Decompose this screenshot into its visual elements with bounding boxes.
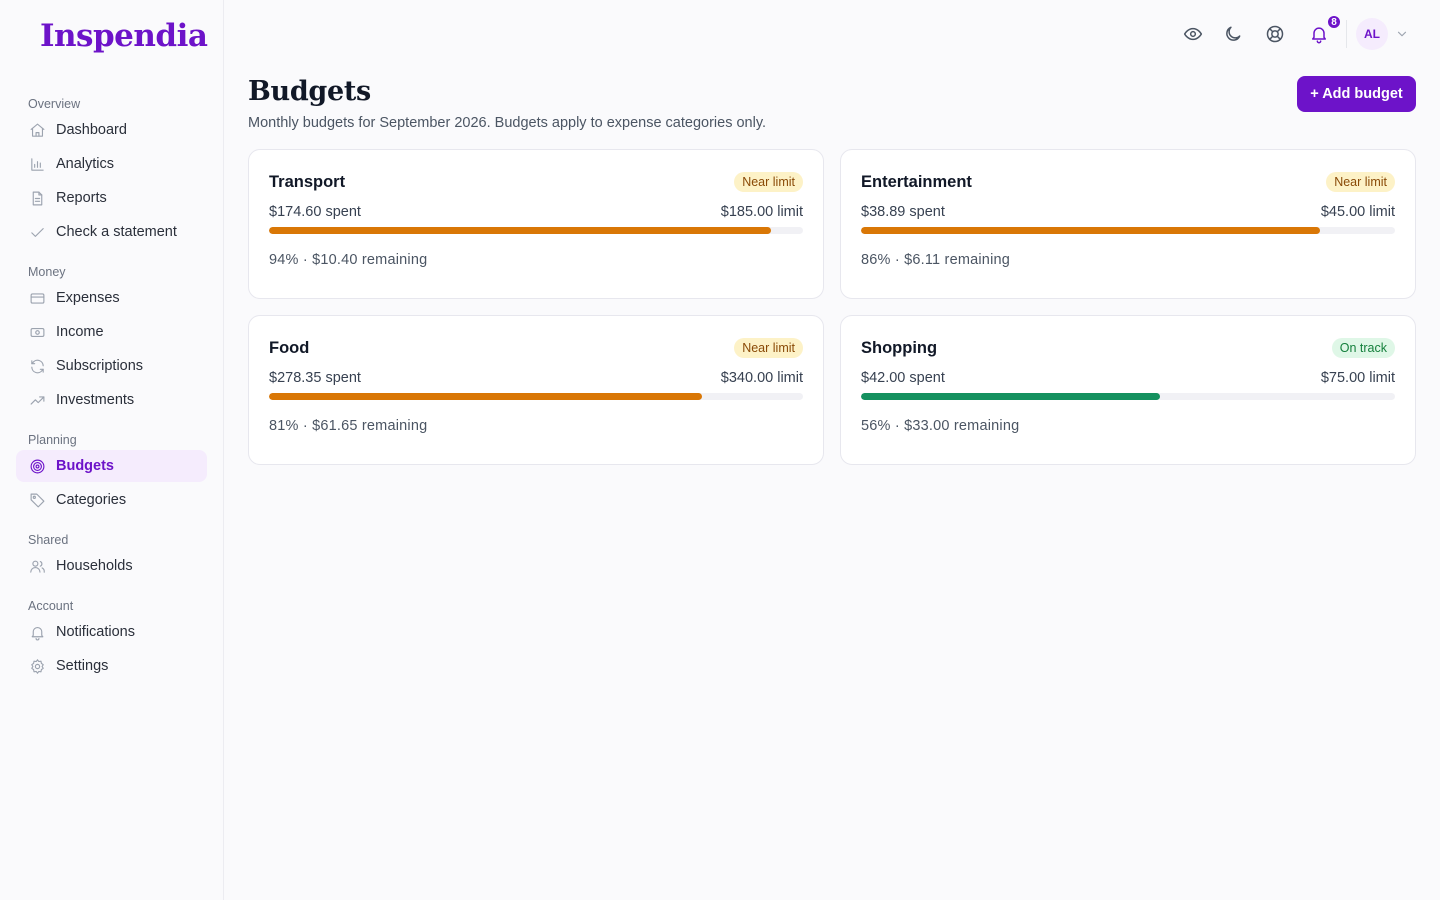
notifications-bell-icon[interactable]: 8	[1307, 14, 1342, 46]
sidebar-item-label: Budgets	[56, 458, 114, 474]
sidebar-item-households[interactable]: Households	[16, 550, 207, 582]
sidebar-section-label: Money	[28, 265, 66, 279]
sidebar-item-budgets[interactable]: Budgets	[16, 450, 207, 482]
progress-fill	[269, 227, 771, 234]
sidebar-item-check-a-statement[interactable]: Check a statement	[16, 216, 207, 248]
status-badge: On track	[1331, 338, 1395, 358]
status-badge: Near limit	[1326, 172, 1395, 192]
sidebar-item-subscriptions[interactable]: Subscriptions	[16, 350, 207, 382]
sidebar-item-label: Subscriptions	[56, 358, 144, 374]
status-badge: Near limit	[734, 172, 803, 192]
home-icon	[28, 121, 46, 139]
progress-track	[269, 393, 803, 400]
progress-track	[861, 227, 1395, 234]
budget-summary: 56% · $33.00 remaining	[861, 418, 1020, 434]
sidebar-section-overview: Overview Dashboard Analytics Reports Check a…	[16, 96, 207, 248]
trending-up-icon	[28, 391, 46, 409]
refresh-icon	[28, 357, 46, 375]
topbar-divider	[1346, 20, 1347, 48]
budget-name: Entertainment	[861, 173, 972, 191]
sidebar-item-label: Investments	[56, 392, 135, 408]
budget-card-transport[interactable]: Transport Near limit $174.60 spent $185.00 …	[248, 149, 824, 299]
sidebar-item-label: Income	[56, 324, 104, 340]
help-lifebuoy-icon[interactable]	[1263, 22, 1287, 46]
status-badge: Near limit	[734, 338, 803, 358]
check-icon	[28, 223, 46, 241]
budget-summary: 81% · $61.65 remaining	[269, 418, 428, 434]
bar-chart-icon	[28, 155, 46, 173]
tag-icon	[28, 491, 46, 509]
sidebar-item-analytics[interactable]: Analytics	[16, 148, 207, 180]
gear-icon	[28, 657, 46, 675]
spent-amount: $42.00 spent	[861, 370, 945, 386]
spent-amount: $174.60 spent	[269, 204, 361, 220]
budget-summary: 94% · $10.40 remaining	[269, 252, 428, 268]
sidebar-section-planning: Planning Budgets Categories	[16, 432, 207, 516]
eye-icon[interactable]	[1181, 22, 1205, 46]
limit-amount: $340.00 limit	[720, 370, 803, 386]
budget-name: Transport	[269, 173, 346, 191]
sidebar-item-label: Settings	[56, 658, 109, 674]
sidebar-nav: Overview Dashboard Analytics Reports Check a…	[16, 96, 207, 698]
sidebar-item-income[interactable]: Income	[16, 316, 207, 348]
sidebar-item-reports[interactable]: Reports	[16, 182, 207, 214]
sidebar: Inspendia Overview Dashboard Analytics Repo…	[0, 0, 224, 900]
sidebar-section-shared: Shared Households	[16, 532, 207, 582]
progress-fill	[269, 393, 702, 400]
budget-name: Food	[269, 339, 310, 357]
chevron-down-icon[interactable]	[1395, 27, 1409, 41]
sidebar-item-label: Dashboard	[56, 122, 127, 138]
limit-amount: $75.00 limit	[1320, 370, 1395, 386]
spent-amount: $278.35 spent	[269, 370, 361, 386]
target-icon	[28, 457, 46, 475]
progress-track	[269, 227, 803, 234]
sidebar-section-label: Account	[28, 599, 74, 613]
limit-amount: $45.00 limit	[1320, 204, 1395, 220]
progress-fill	[861, 227, 1321, 234]
sidebar-section-label: Planning	[28, 433, 77, 447]
sidebar-section-label: Overview	[28, 97, 81, 111]
sidebar-item-label: Check a statement	[56, 224, 177, 240]
sidebar-item-label: Households	[56, 558, 133, 574]
sidebar-item-expenses[interactable]: Expenses	[16, 282, 207, 314]
budget-card-entertainment[interactable]: Entertainment Near limit $38.89 spent $45.0…	[840, 149, 1416, 299]
budget-card-shopping[interactable]: Shopping On track $42.00 spent $75.00 limit…	[840, 315, 1416, 465]
sidebar-item-label: Categories	[56, 492, 127, 508]
cash-icon	[28, 323, 46, 341]
document-icon	[28, 189, 46, 207]
bell-icon	[28, 623, 46, 641]
sidebar-section-money: Money Expenses Income Subscriptions Investme…	[16, 264, 207, 416]
progress-fill	[861, 393, 1161, 400]
page-title: Budgets	[248, 76, 371, 107]
user-avatar[interactable]: AL	[1356, 18, 1388, 50]
sidebar-item-settings[interactable]: Settings	[16, 650, 207, 682]
sidebar-item-label: Analytics	[56, 156, 115, 172]
progress-track	[861, 393, 1395, 400]
sidebar-item-notifications[interactable]: Notifications	[16, 616, 207, 648]
sidebar-item-dashboard[interactable]: Dashboard	[16, 114, 207, 146]
sidebar-item-label: Reports	[56, 190, 107, 206]
budget-name: Shopping	[861, 339, 938, 357]
add-budget-button[interactable]: + Add budget	[1297, 76, 1416, 112]
page-subtitle: Monthly budgets for September 2026. Budg…	[248, 115, 767, 131]
sidebar-item-categories[interactable]: Categories	[16, 484, 207, 516]
sidebar-section-label: Shared	[28, 533, 69, 547]
brand-logo[interactable]: Inspendia	[40, 18, 208, 54]
budget-summary: 86% · $6.11 remaining	[861, 252, 1011, 268]
limit-amount: $185.00 limit	[720, 204, 803, 220]
sidebar-section-account: Account Notifications Settings	[16, 598, 207, 682]
credit-card-icon	[28, 289, 46, 307]
spent-amount: $38.89 spent	[861, 204, 945, 220]
sidebar-item-label: Notifications	[56, 624, 135, 640]
budget-card-food[interactable]: Food Near limit $278.35 spent $340.00 limit…	[248, 315, 824, 465]
notification-count-badge: 8	[1326, 14, 1342, 30]
users-icon	[28, 557, 46, 575]
sidebar-item-label: Expenses	[56, 290, 120, 306]
sidebar-item-investments[interactable]: Investments	[16, 384, 207, 416]
moon-icon[interactable]	[1221, 22, 1245, 46]
